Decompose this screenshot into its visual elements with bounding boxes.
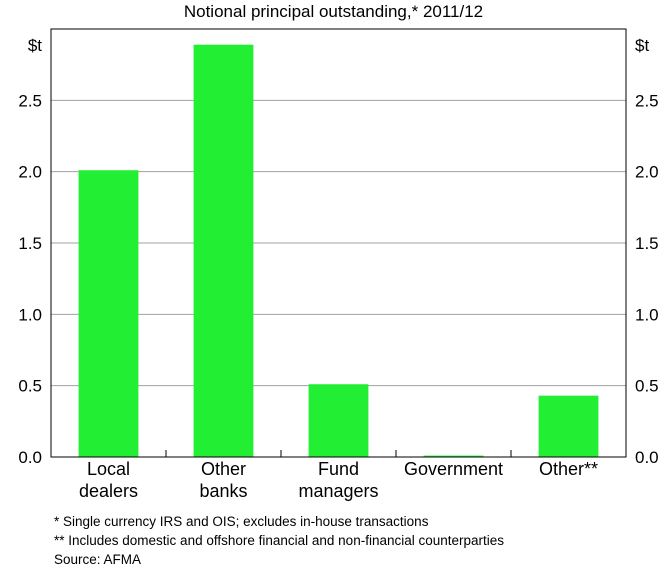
y-tick-label-right: 2.5 xyxy=(635,91,659,110)
footnote-single-currency: * Single currency IRS and OIS; excludes … xyxy=(54,514,429,529)
bar xyxy=(193,44,254,458)
x-category-label: Other** xyxy=(539,459,598,479)
y-tick-label-right: 1.5 xyxy=(635,234,659,253)
source-note: Source: AFMA xyxy=(54,552,142,567)
y-tick-label-right: 0.5 xyxy=(635,377,659,396)
bar-chart: 0.0 0.0 0.5 0.5 1.0 1.0 1.5 1.5 2.0 2.0 2.5 2.5 $t $t… xyxy=(18,28,659,501)
bar xyxy=(538,395,599,457)
x-category-label: Fund managers xyxy=(298,459,378,501)
bar xyxy=(78,170,139,458)
bar xyxy=(308,384,369,457)
y-tick-label-left: 2.5 xyxy=(18,91,42,110)
bars xyxy=(78,44,599,458)
y-tick-label-left: 1.5 xyxy=(18,234,42,253)
y-tick-label-left: 1.0 xyxy=(18,305,42,324)
unit-label-right: $t xyxy=(635,36,649,55)
y-tick-label-right: 0.0 xyxy=(635,448,659,467)
footnote-counterparties: ** Includes domestic and offshore financ… xyxy=(54,533,505,548)
y-tick-label-right: 1.0 xyxy=(635,305,659,324)
axes: 0.0 0.0 0.5 0.5 1.0 1.0 1.5 1.5 2.0 2.0 2.5 2.5 $t $t… xyxy=(18,36,658,501)
plot-frame xyxy=(50,28,627,458)
y-tick-label-left: 2.0 xyxy=(18,163,42,182)
bar xyxy=(423,455,484,458)
chart-notes: * Single currency IRS and OIS; excludes … xyxy=(54,512,504,569)
y-tick-label-left: 0.0 xyxy=(18,448,42,467)
x-category-label: Local dealers xyxy=(79,459,138,501)
unit-label-left: $t xyxy=(28,36,42,55)
chart-title: Notional principal outstanding,* 2011/12 xyxy=(183,2,484,21)
x-category-label: Other banks xyxy=(199,459,247,501)
y-tick-label-right: 2.0 xyxy=(635,163,659,182)
x-category-label: Government xyxy=(404,459,503,479)
y-tick-label-left: 0.5 xyxy=(18,377,42,396)
